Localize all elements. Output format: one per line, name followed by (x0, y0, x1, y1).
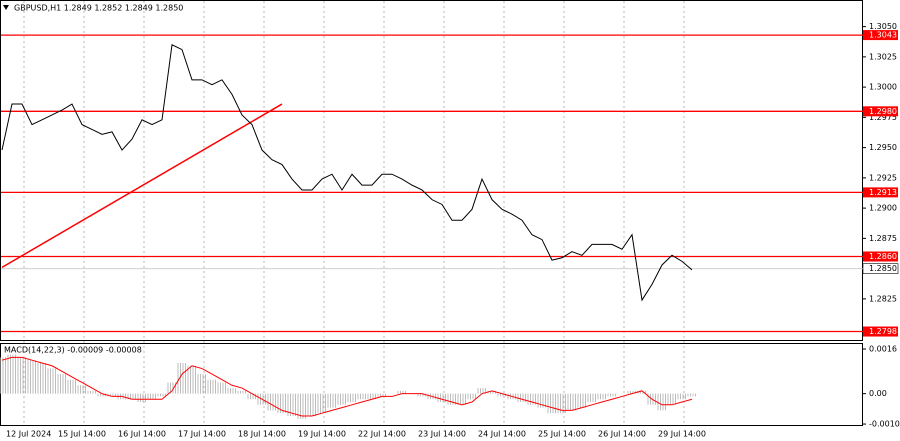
level-label: 1.2913 (869, 188, 897, 197)
level-box (863, 326, 898, 337)
macd-y-tick-label: 0.00 (869, 389, 887, 398)
chart-title: GBPUSD,H1 1.2849 1.2852 1.2849 1.2850 (14, 4, 183, 13)
macd-title: MACD(14,22,3) -0.00009 -0.00008 (4, 346, 142, 355)
current-price-box (862, 263, 899, 274)
y-tick-label: 1.2950 (869, 143, 897, 152)
x-tick-label: 15 Jul 14:00 (58, 430, 106, 439)
macd-y-tick-label: 0.0016 (869, 345, 897, 354)
x-tick-label: 29 Jul 14:00 (658, 430, 706, 439)
level-box (863, 30, 898, 41)
x-tick-label: 12 Jul 2024 (6, 430, 51, 439)
price-line (1, 44, 693, 302)
macd-panel-frame (0, 343, 863, 426)
level-label: 1.2980 (869, 107, 897, 116)
x-tick-label: 22 Jul 14:00 (358, 430, 406, 439)
level-label: 1.2860 (869, 252, 897, 261)
x-tick-label: 25 Jul 14:00 (538, 430, 586, 439)
y-tick-label: 1.2925 (869, 173, 897, 182)
x-tick-label: 16 Jul 14:00 (118, 430, 166, 439)
level-box (863, 106, 898, 117)
x-tick-label: 26 Jul 14:00 (598, 430, 646, 439)
x-tick-label: 23 Jul 14:00 (418, 430, 466, 439)
x-tick-label: 19 Jul 14:00 (298, 430, 346, 439)
x-tick-label: 18 Jul 14:00 (238, 430, 286, 439)
current-price-label: 1.2850 (869, 264, 897, 273)
x-tick-label: 24 Jul 14:00 (478, 430, 526, 439)
level-label: 1.2798 (869, 327, 897, 336)
level-box (863, 187, 898, 198)
title-arrow (3, 5, 9, 10)
y-tick-label: 1.3025 (869, 52, 897, 61)
y-tick-label: 1.2900 (869, 204, 897, 213)
x-tick-label: 17 Jul 14:00 (178, 430, 226, 439)
level-box (863, 251, 898, 262)
level-label: 1.3043 (869, 31, 897, 40)
trend-line (1, 103, 283, 269)
y-tick-label: 1.2875 (869, 234, 897, 243)
y-tick-label: 1.3050 (869, 22, 897, 31)
y-tick-label: 1.2825 (869, 294, 897, 303)
price-panel-frame (0, 0, 863, 341)
y-tick-label: 1.3000 (869, 83, 897, 92)
macd-y-tick-label: -0.00109 (869, 420, 900, 429)
y-tick-label: 1.2975 (869, 113, 897, 122)
macd-signal (1, 356, 693, 417)
